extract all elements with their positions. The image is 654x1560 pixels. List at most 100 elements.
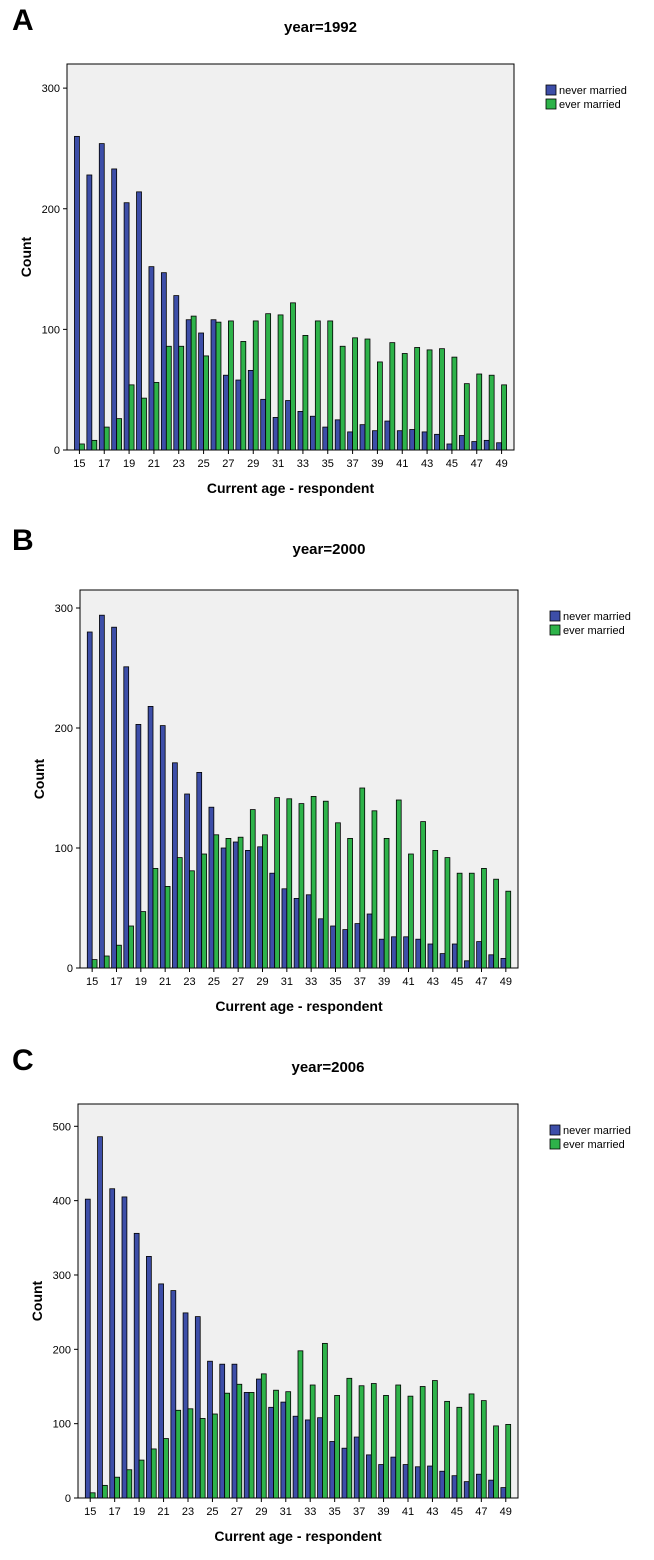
x-tick-label: 41 <box>402 976 414 988</box>
x-tick-label: 31 <box>280 1506 292 1518</box>
bar-ever-married <box>364 338 371 451</box>
bar-never-married <box>421 431 428 451</box>
x-tick-label: 17 <box>98 458 110 470</box>
x-axis-label: Current age - respondent <box>214 1528 382 1544</box>
bar-never-married <box>208 806 215 969</box>
bar-ever-married <box>152 867 159 969</box>
bar-ever-married <box>476 373 483 451</box>
bar-ever-married <box>339 345 346 451</box>
bar-never-married <box>305 894 312 969</box>
bar-ever-married <box>493 878 499 969</box>
bar-never-married <box>317 1417 323 1499</box>
bar-ever-married <box>481 867 487 969</box>
bar-ever-married <box>327 320 334 451</box>
bar-ever-married <box>228 320 234 451</box>
bar-ever-married <box>252 320 259 451</box>
bar-ever-married <box>126 1469 133 1499</box>
bar-never-married <box>285 400 291 451</box>
bar-ever-married <box>114 1476 120 1499</box>
y-tick-label: 0 <box>65 1493 71 1505</box>
panel-letter: C <box>12 1044 34 1077</box>
x-tick-label: 29 <box>255 1506 267 1518</box>
bar-never-married <box>243 1392 250 1499</box>
bar-ever-married <box>103 955 110 969</box>
bar-never-married <box>458 435 465 451</box>
x-tick-label: 35 <box>329 976 341 988</box>
y-axis-label: Count <box>29 1280 45 1321</box>
bar-ever-married <box>262 834 268 969</box>
bar-never-married <box>488 1479 494 1499</box>
y-tick-label: 0 <box>54 445 60 457</box>
bar-ever-married <box>480 1400 487 1499</box>
bar-ever-married <box>432 1380 438 1499</box>
bar-never-married <box>74 135 80 451</box>
bar-never-married <box>341 1447 348 1499</box>
bar-ever-married <box>163 1438 169 1499</box>
bar-never-married <box>121 1196 128 1499</box>
legend-swatch <box>549 1124 561 1136</box>
bar-ever-married <box>138 1459 145 1499</box>
bar-ever-married <box>493 1425 499 1499</box>
bar-never-married <box>123 202 130 451</box>
x-tick-label: 15 <box>84 1506 96 1518</box>
bar-never-married <box>84 1198 91 1499</box>
bar-never-married <box>111 168 118 451</box>
bar-never-married <box>309 415 316 451</box>
x-tick-label: 27 <box>232 976 244 988</box>
bar-ever-married <box>322 800 329 969</box>
bar-never-married <box>231 1363 238 1499</box>
bar-ever-married <box>249 809 256 969</box>
x-tick-label: 15 <box>86 976 98 988</box>
bar-never-married <box>247 369 254 451</box>
chart-title: year=2006 <box>292 1059 365 1076</box>
bar-ever-married <box>89 1492 96 1499</box>
x-tick-label: 25 <box>206 1506 218 1518</box>
bar-ever-married <box>419 1386 426 1499</box>
x-tick-label: 39 <box>377 1506 389 1518</box>
bar-ever-married <box>285 1391 292 1499</box>
bar-ever-married <box>505 890 512 969</box>
x-tick-label: 35 <box>322 458 334 470</box>
bar-never-married <box>220 847 227 969</box>
bar-never-married <box>292 1415 299 1499</box>
bar-never-married <box>219 1363 226 1499</box>
y-tick-label: 300 <box>42 83 60 95</box>
panel-c: C year=2006 0 100 200 300 400 500 Count 15 17 19 21… <box>0 1040 654 1560</box>
bar-ever-married <box>395 1384 402 1499</box>
bar-never-married <box>293 897 300 969</box>
bar-ever-married <box>213 834 220 969</box>
bar-ever-married <box>383 1395 389 1499</box>
bar-never-married <box>500 1487 507 1499</box>
bar-never-married <box>463 1481 470 1499</box>
x-tick-label: 39 <box>378 976 390 988</box>
bar-never-married <box>99 614 105 969</box>
x-tick-label: 43 <box>426 1506 438 1518</box>
x-tick-label: 45 <box>451 1506 463 1518</box>
bar-ever-married <box>164 885 171 969</box>
bar-never-married <box>353 1436 360 1499</box>
y-tick-label: 200 <box>42 204 60 216</box>
bar-never-married <box>366 1454 372 1499</box>
bar-ever-married <box>237 836 244 969</box>
bar-ever-married <box>370 1383 377 1499</box>
bar-ever-married <box>377 361 383 451</box>
bar-never-married <box>148 266 155 451</box>
x-tick-label: 19 <box>123 458 135 470</box>
bar-never-married <box>402 1464 409 1499</box>
bar-never-married <box>260 398 267 451</box>
legend-swatch <box>549 624 561 636</box>
bar-ever-married <box>215 321 222 451</box>
bar-never-married <box>403 936 409 969</box>
x-tick-label: 25 <box>197 458 209 470</box>
bar-never-married <box>184 793 190 969</box>
bar-never-married <box>256 1378 262 1499</box>
bar-never-married <box>194 1316 201 1499</box>
bar-never-married <box>172 762 178 969</box>
bar-never-married <box>439 1470 446 1499</box>
bar-never-married <box>359 424 366 451</box>
bar-never-married <box>86 174 93 451</box>
bar-never-married <box>342 929 349 969</box>
bar-ever-married <box>359 787 366 969</box>
bar-ever-married <box>79 443 85 451</box>
bar-ever-married <box>302 335 309 451</box>
